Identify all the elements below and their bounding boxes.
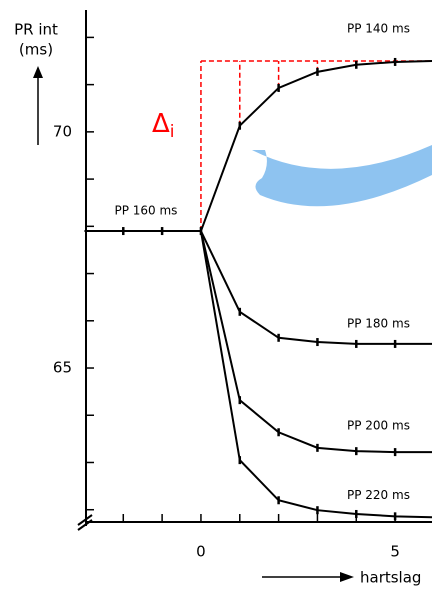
y-tick-label: 70 [53,122,72,140]
y-label: (ms) [19,41,53,59]
series-line [199,230,432,519]
axis-break [77,514,93,526]
x-label: hartslag [360,569,421,587]
axis-break [77,519,93,531]
delta-label: Δi [152,109,175,143]
x-tick-label: 0 [196,543,206,561]
x-tick-label: 5 [390,543,400,561]
series-label: PP 200 ms [347,419,410,433]
y-label-arrow-head [33,66,43,78]
series-label: PP 220 ms [347,488,410,502]
series-label: PP 180 ms [347,316,410,330]
y-label: PR int [14,21,58,39]
series-label: PP 160 ms [114,204,177,218]
series-label: PP 140 ms [347,22,410,36]
x-label-arrow-head [340,572,354,582]
y-tick-label: 65 [53,359,72,377]
arrow-shape [252,145,432,207]
